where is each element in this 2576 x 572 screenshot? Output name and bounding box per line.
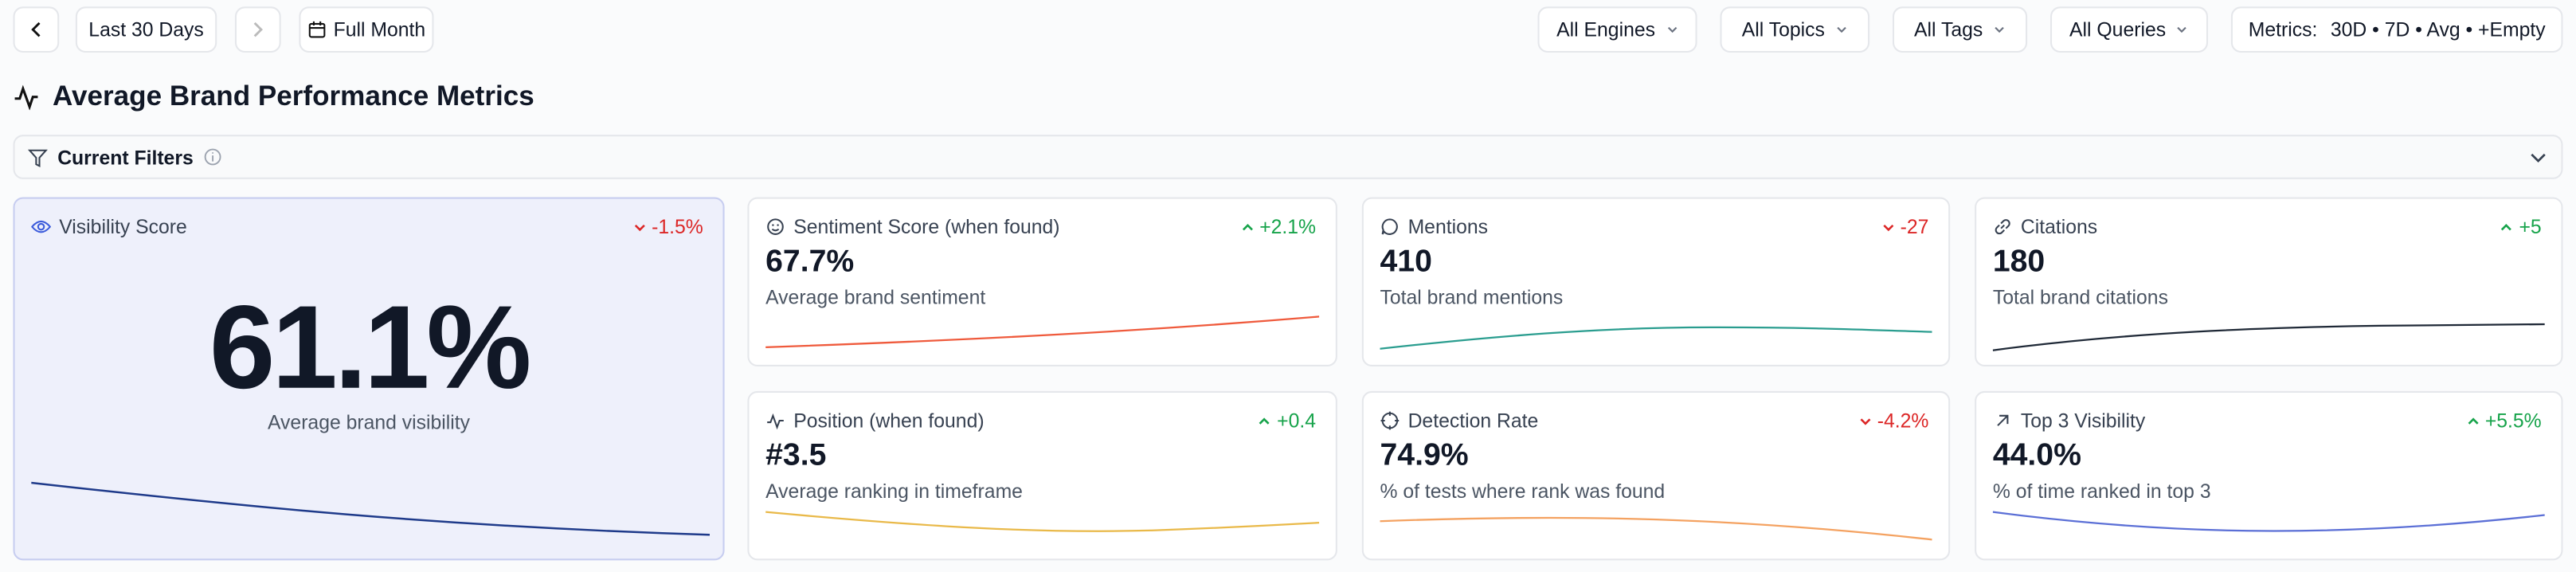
metrics-label: Metrics:: [2248, 18, 2318, 41]
filter-label: All Tags: [1914, 18, 1983, 41]
period-label: Full Month: [333, 18, 426, 41]
title-text: Detection Rate: [1407, 409, 1539, 433]
metric-value: 180: [1992, 245, 2046, 280]
card-title: Sentiment Score (when found): [765, 215, 1060, 239]
title-text: Average Brand Performance Metrics: [53, 80, 534, 112]
metrics-value: 30D • 7D • Avg • +Empty: [2330, 18, 2546, 41]
description: Total brand citations: [1992, 285, 2168, 309]
change-value: -27: [1900, 215, 1929, 239]
filter-dropdown[interactable]: All Queries: [2050, 6, 2208, 53]
change: +5.5%: [2465, 409, 2542, 433]
description: % of time ranked in top 3: [1992, 480, 2211, 503]
metric-value: #3.5: [765, 438, 827, 473]
description: % of tests where rank was found: [1380, 480, 1666, 503]
range-button[interactable]: Last 30 Days: [75, 6, 217, 53]
metric-value: 67.7%: [765, 245, 855, 280]
filter-dropdown[interactable]: All Topics: [1720, 6, 1870, 53]
card-title: Citations: [1993, 215, 2097, 238]
change: -4.2%: [1858, 409, 1929, 433]
visibility-card[interactable]: Visibility Score -1.5% 61.1% Average bra…: [13, 197, 725, 561]
sparkline: [1993, 309, 2545, 355]
sparkline: [1380, 503, 1932, 549]
card-title: Detection Rate: [1380, 409, 1539, 433]
filter-label: All Topics: [1741, 18, 1825, 41]
filter-dropdown[interactable]: All Tags: [1893, 6, 2028, 53]
change: +5: [2500, 215, 2542, 238]
change-value: +5: [2519, 215, 2542, 239]
change: -1.5%: [632, 215, 703, 238]
filter-label: All Engines: [1556, 18, 1656, 41]
title-text: Position (when found): [793, 409, 985, 433]
card-title: Mentions: [1380, 215, 1489, 239]
filter-dropdown[interactable]: All Engines: [1537, 6, 1697, 53]
next-button[interactable]: [234, 6, 281, 53]
main-value: 61.1%: [209, 282, 532, 414]
change-value: -4.2%: [1877, 409, 1929, 433]
change: +2.1%: [1239, 215, 1316, 238]
change: -27: [1881, 215, 1929, 239]
prev-button[interactable]: [13, 6, 60, 53]
sparkline: [1380, 309, 1932, 355]
title-text: Visibility Score: [59, 215, 187, 239]
title-text: Top 3 Visibility: [2020, 409, 2146, 433]
card-title: Position (when found): [765, 409, 985, 433]
metric-card[interactable]: Position (when found) +0.4 #3.5 Average …: [747, 390, 1337, 561]
description: Average ranking in timeframe: [765, 480, 1023, 503]
description: Average brand visibility: [267, 410, 471, 434]
metric-value: 410: [1380, 245, 1432, 280]
metric-value: 74.9%: [1380, 438, 1469, 473]
metric-card[interactable]: Detection Rate -4.2% 74.9% % of tests wh…: [1361, 390, 1951, 561]
metric-card[interactable]: Citations +5 180 Total brand citations: [1975, 197, 2563, 366]
filter-label: All Queries: [2069, 18, 2167, 41]
description: Total brand mentions: [1380, 285, 1564, 309]
title-text: Sentiment Score (when found): [793, 215, 1060, 239]
change-value: +0.4: [1277, 409, 1317, 433]
change-value: -1.5%: [652, 215, 703, 239]
card-title: Top 3 Visibility: [1993, 409, 2146, 433]
section-title: Average Brand Performance Metrics: [14, 79, 534, 115]
change-value: +5.5%: [2484, 409, 2542, 433]
sparkline: [765, 309, 1319, 355]
metric-card[interactable]: Top 3 Visibility +5.5% 44.0% % of time r…: [1975, 390, 2563, 561]
metrics-button[interactable]: Metrics: 30D • 7D • Avg • +Empty: [2230, 6, 2563, 53]
metric-card[interactable]: Mentions -27 410 Total brand mentions: [1361, 197, 1951, 366]
change-value: +2.1%: [1259, 215, 1317, 239]
current-filters[interactable]: Current Filters: [13, 135, 2563, 179]
title-text: Citations: [2020, 215, 2098, 239]
period-button[interactable]: Full Month: [299, 6, 434, 53]
metric-value: 44.0%: [1992, 438, 2081, 473]
range-label: Last 30 Days: [88, 18, 204, 41]
sparkline: [765, 503, 1319, 549]
filters-label: Current Filters: [57, 145, 194, 169]
sparkline: [31, 476, 710, 539]
metric-card[interactable]: Sentiment Score (when found) +2.1% 67.7%…: [747, 197, 1337, 366]
change: +0.4: [1257, 409, 1317, 433]
description: Average brand sentiment: [765, 285, 986, 309]
card-title: Visibility Score: [31, 215, 187, 238]
title-text: Mentions: [1407, 215, 1489, 239]
sparkline: [1993, 503, 2545, 549]
